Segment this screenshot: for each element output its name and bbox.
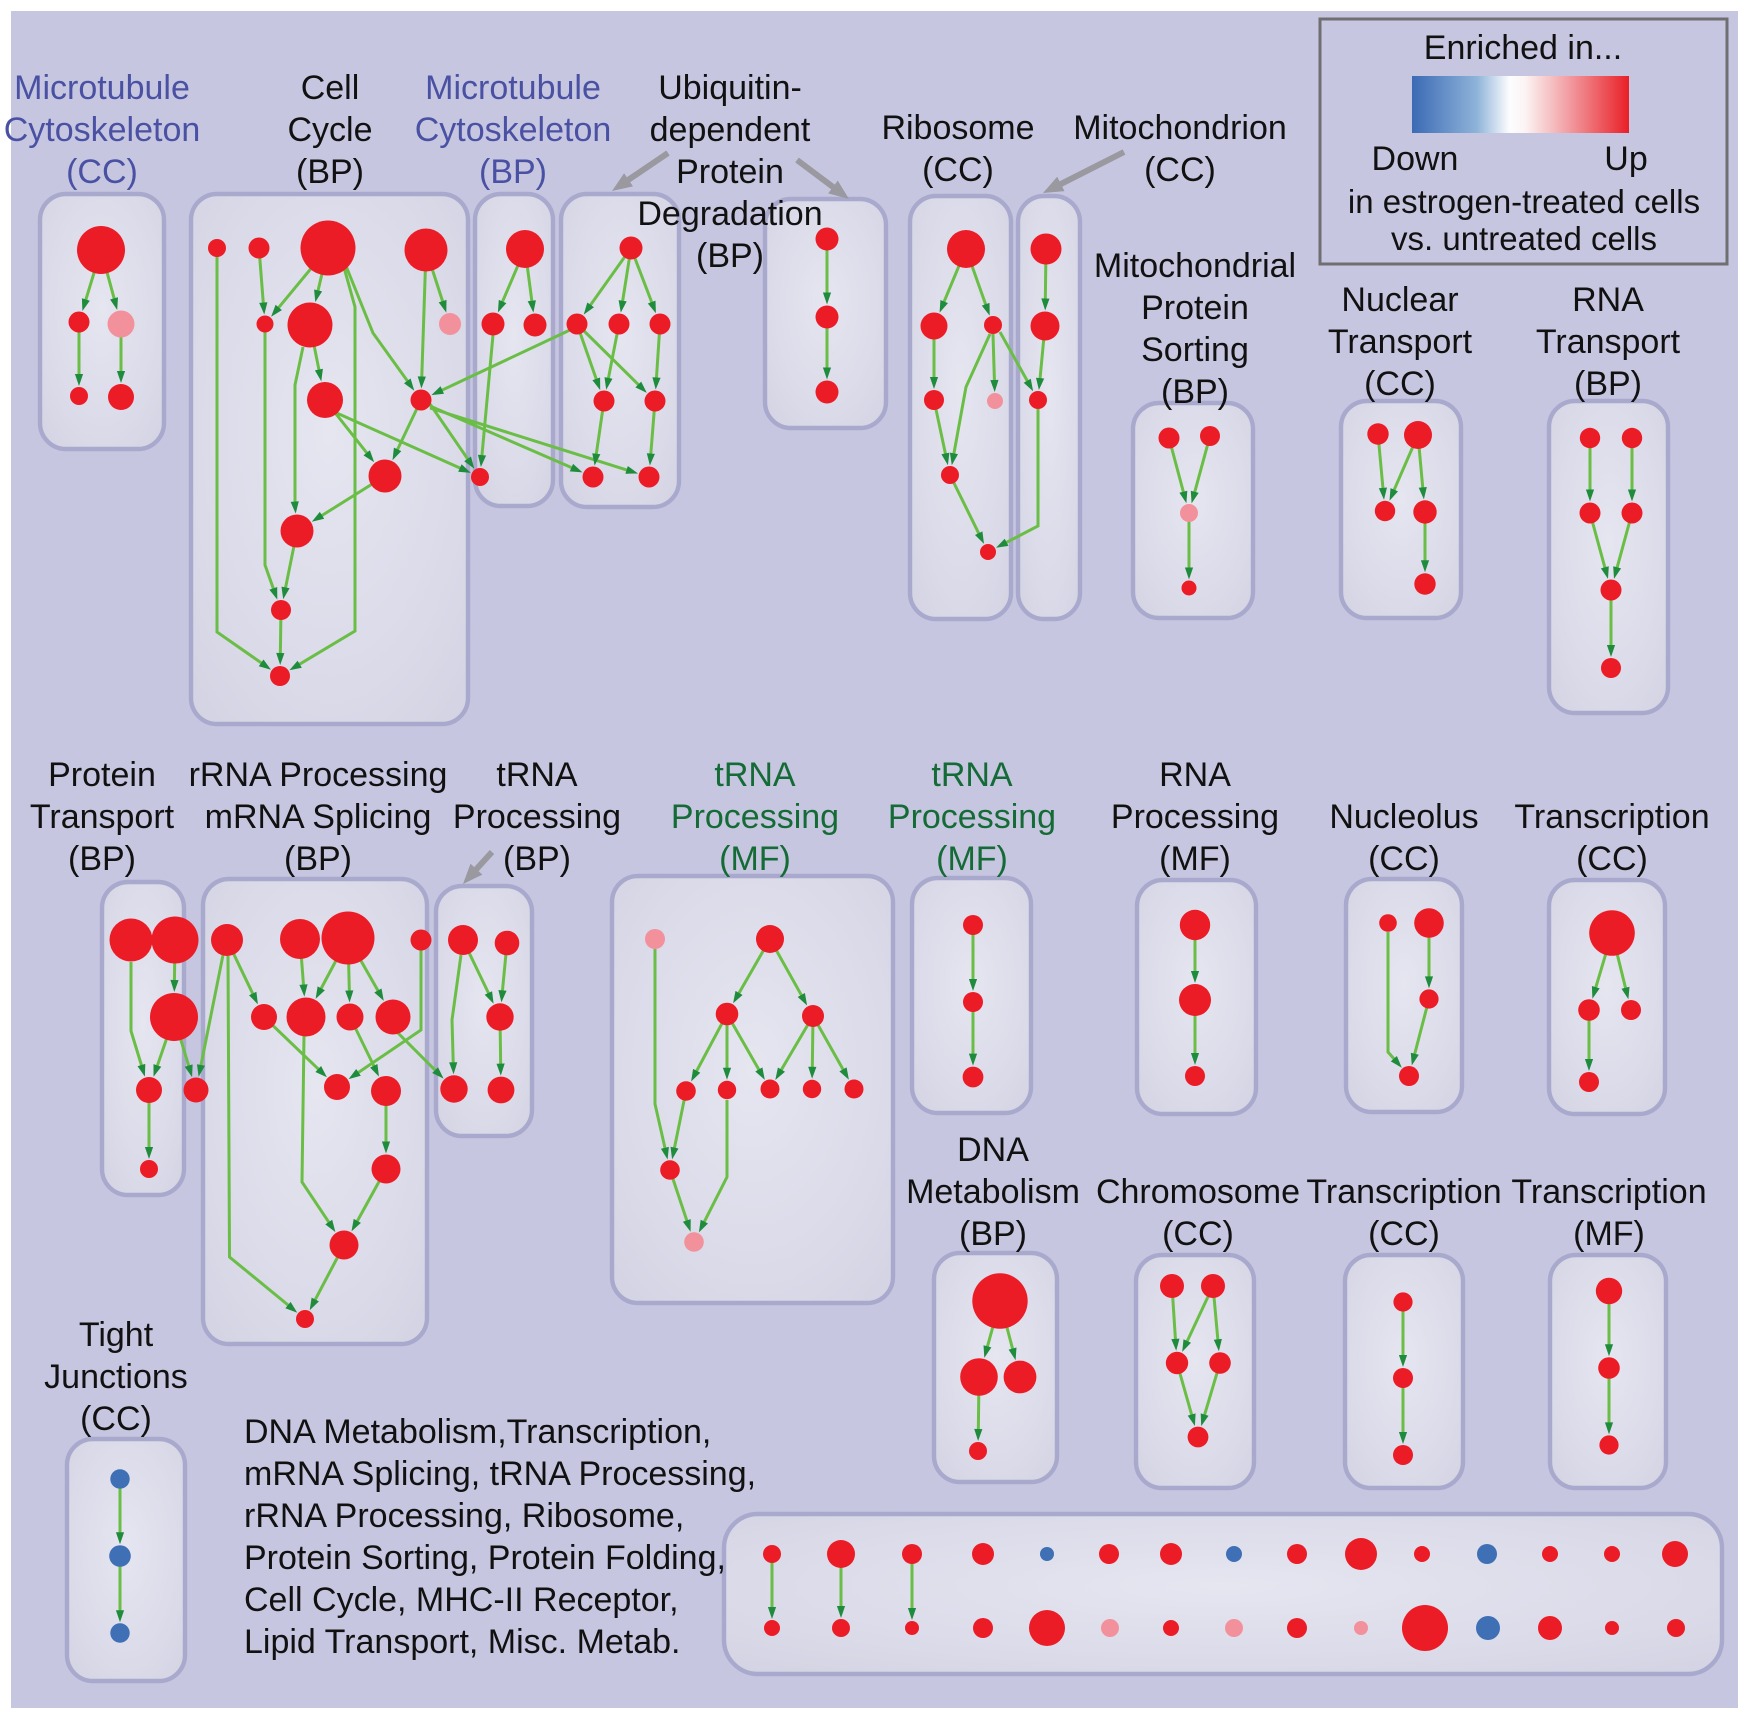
- svg-text:Lipid Transport, Misc. Metab.: Lipid Transport, Misc. Metab.: [244, 1623, 681, 1661]
- svg-text:(CC): (CC): [1368, 840, 1440, 878]
- svg-text:Transcription: Transcription: [1514, 798, 1709, 836]
- svg-text:(CC): (CC): [1368, 1215, 1440, 1253]
- svg-text:(BP): (BP): [503, 840, 571, 878]
- svg-text:(BP): (BP): [296, 153, 364, 191]
- svg-text:Transport: Transport: [30, 798, 175, 836]
- svg-text:(CC): (CC): [66, 153, 138, 191]
- svg-text:Junctions: Junctions: [44, 1358, 188, 1396]
- svg-text:Cell: Cell: [301, 69, 360, 107]
- svg-text:Mitochondrial: Mitochondrial: [1094, 247, 1296, 285]
- svg-text:Chromosome: Chromosome: [1096, 1173, 1300, 1211]
- svg-text:(CC): (CC): [1162, 1215, 1234, 1253]
- svg-text:Enriched in...: Enriched in...: [1424, 29, 1622, 67]
- svg-text:Cell Cycle, MHC-II Receptor,: Cell Cycle, MHC-II Receptor,: [244, 1581, 679, 1619]
- svg-text:(CC): (CC): [80, 1400, 152, 1438]
- svg-text:RNA: RNA: [1572, 281, 1644, 319]
- svg-text:Processing: Processing: [888, 798, 1056, 836]
- svg-text:Microtubule: Microtubule: [425, 69, 601, 107]
- svg-text:Processing: Processing: [453, 798, 621, 836]
- svg-text:Ribosome: Ribosome: [881, 109, 1034, 147]
- svg-text:dependent: dependent: [650, 111, 811, 149]
- svg-text:in estrogen-treated cells: in estrogen-treated cells: [1348, 183, 1700, 220]
- svg-text:(MF): (MF): [1159, 840, 1231, 878]
- svg-text:Down: Down: [1372, 140, 1459, 178]
- svg-text:RNA: RNA: [1159, 756, 1231, 794]
- svg-text:(CC): (CC): [1144, 151, 1216, 189]
- svg-text:Tight: Tight: [79, 1316, 154, 1354]
- svg-text:mRNA Splicing: mRNA Splicing: [205, 798, 432, 836]
- svg-text:vs. untreated cells: vs. untreated cells: [1391, 220, 1657, 257]
- svg-text:Mitochondrion: Mitochondrion: [1073, 109, 1287, 147]
- svg-text:(MF): (MF): [1573, 1215, 1645, 1253]
- svg-text:Protein Sorting, Protein Foldi: Protein Sorting, Protein Folding,: [244, 1539, 726, 1577]
- svg-text:Metabolism: Metabolism: [906, 1173, 1080, 1211]
- svg-text:(BP): (BP): [1161, 373, 1229, 411]
- svg-text:(CC): (CC): [1576, 840, 1648, 878]
- svg-text:Transcription: Transcription: [1306, 1173, 1501, 1211]
- svg-text:Processing: Processing: [671, 798, 839, 836]
- svg-text:Cytoskeleton: Cytoskeleton: [4, 111, 201, 149]
- svg-text:(MF): (MF): [936, 840, 1008, 878]
- svg-text:Cycle: Cycle: [287, 111, 372, 149]
- svg-text:(CC): (CC): [1364, 365, 1436, 403]
- svg-text:Nucleolus: Nucleolus: [1329, 798, 1478, 836]
- svg-text:Protein: Protein: [48, 756, 156, 794]
- svg-text:Sorting: Sorting: [1141, 331, 1249, 369]
- svg-text:rRNA Processing, Ribosome,: rRNA Processing, Ribosome,: [244, 1497, 684, 1535]
- svg-text:(BP): (BP): [959, 1215, 1027, 1253]
- svg-text:Protein: Protein: [676, 153, 784, 191]
- svg-text:Processing: Processing: [1111, 798, 1279, 836]
- svg-text:Degradation: Degradation: [637, 195, 822, 233]
- svg-text:tRNA: tRNA: [496, 756, 578, 794]
- svg-text:(BP): (BP): [68, 840, 136, 878]
- svg-text:Transport: Transport: [1536, 323, 1681, 361]
- svg-text:Transcription: Transcription: [1511, 1173, 1706, 1211]
- svg-text:(BP): (BP): [696, 237, 764, 275]
- svg-text:(BP): (BP): [284, 840, 352, 878]
- svg-text:Protein: Protein: [1141, 289, 1249, 327]
- svg-text:mRNA Splicing, tRNA Processing: mRNA Splicing, tRNA Processing,: [244, 1455, 756, 1493]
- svg-text:Transport: Transport: [1328, 323, 1473, 361]
- svg-text:(MF): (MF): [719, 840, 791, 878]
- svg-text:DNA: DNA: [957, 1131, 1029, 1169]
- svg-text:Nuclear: Nuclear: [1341, 281, 1458, 319]
- svg-text:(CC): (CC): [922, 151, 994, 189]
- svg-text:rRNA Processing: rRNA Processing: [189, 756, 448, 794]
- svg-text:Up: Up: [1604, 140, 1647, 178]
- svg-text:tRNA: tRNA: [714, 756, 796, 794]
- svg-text:Cytoskeleton: Cytoskeleton: [415, 111, 612, 149]
- svg-text:(BP): (BP): [479, 153, 547, 191]
- svg-text:(BP): (BP): [1574, 365, 1642, 403]
- svg-text:Microtubule: Microtubule: [14, 69, 190, 107]
- svg-text:Ubiquitin-: Ubiquitin-: [658, 69, 802, 107]
- svg-text:DNA Metabolism,Transcription,: DNA Metabolism,Transcription,: [244, 1413, 711, 1451]
- svg-text:tRNA: tRNA: [931, 756, 1013, 794]
